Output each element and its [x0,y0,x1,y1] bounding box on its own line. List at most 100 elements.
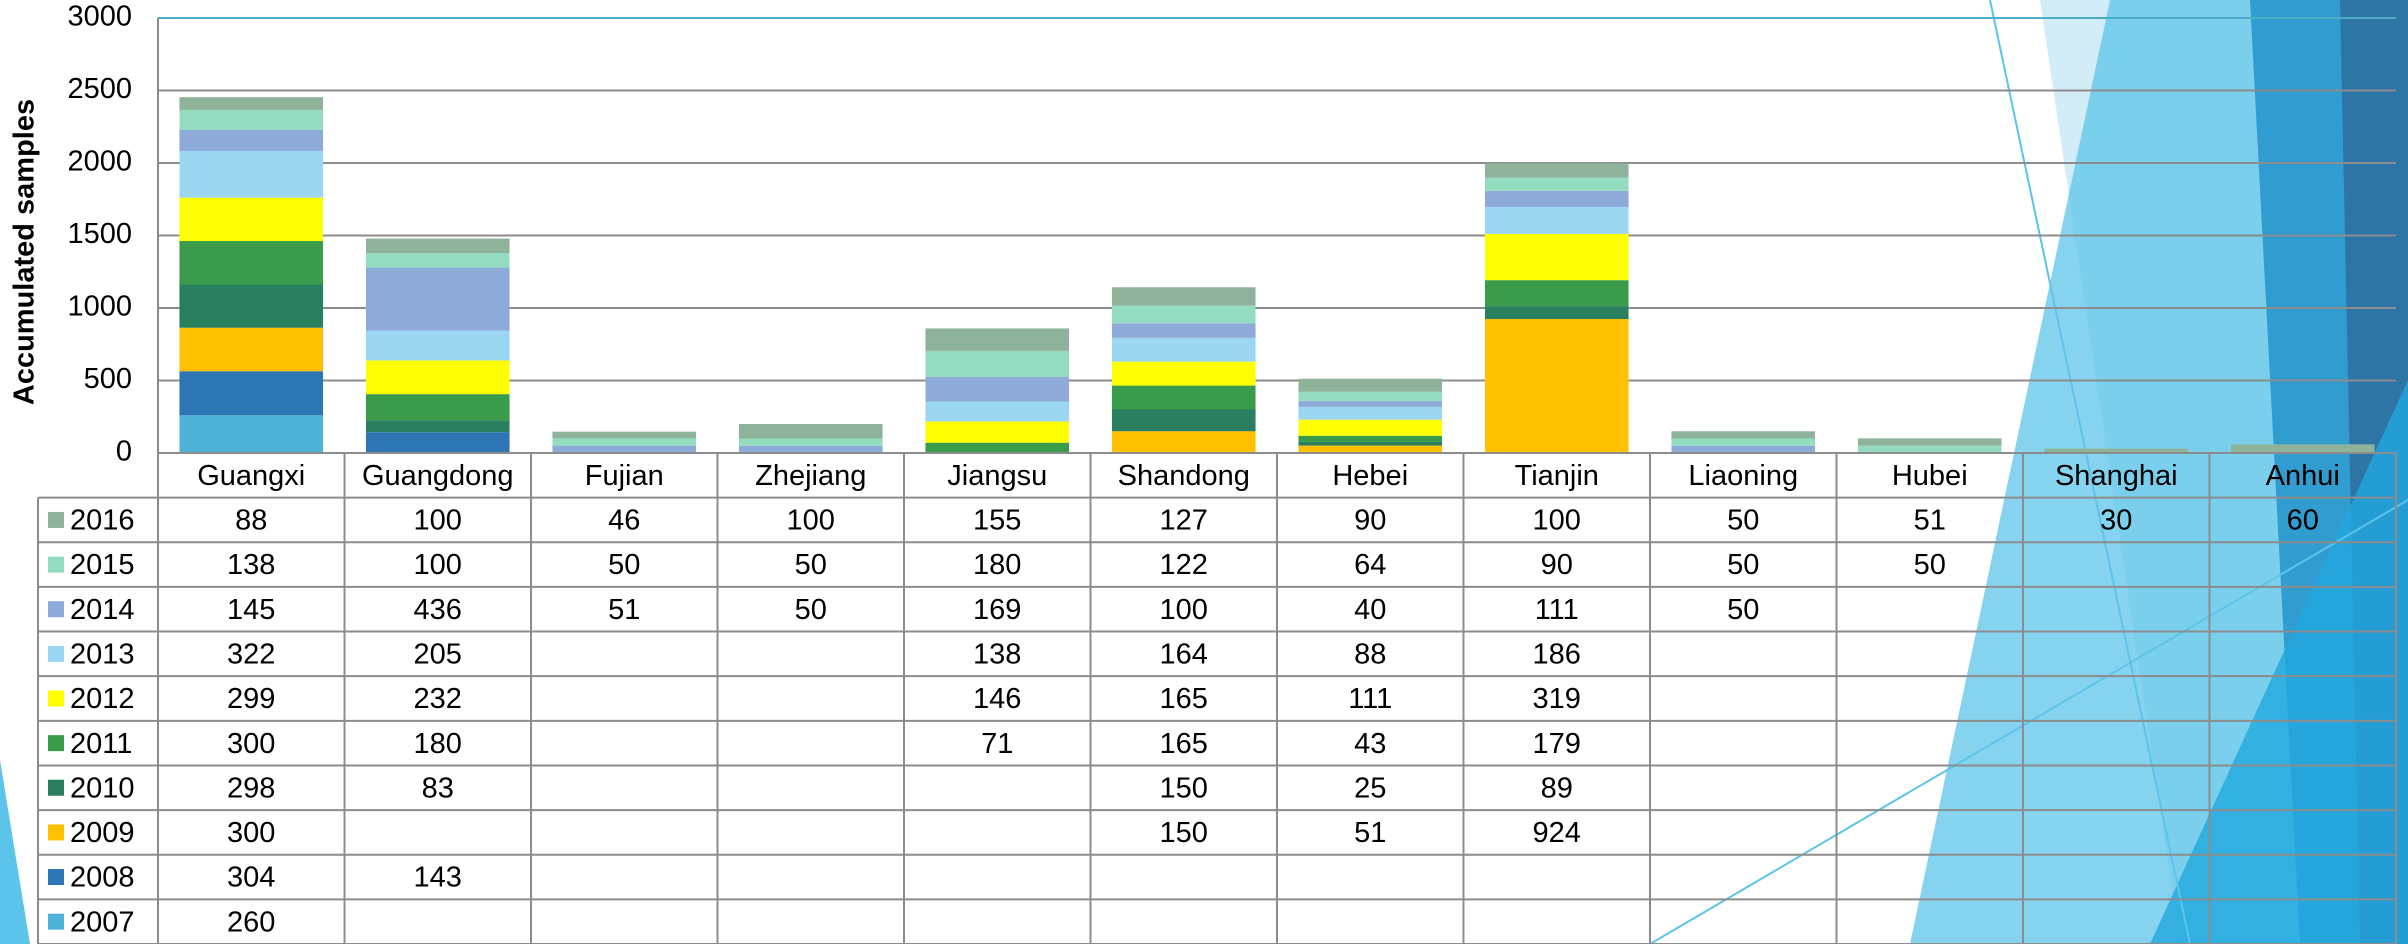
table-value: 111 [1535,594,1579,626]
bar-segment [1484,163,1629,178]
table-value: 146 [973,683,1021,715]
y-tick-label: 1500 [67,218,132,250]
bar-segment [179,150,324,198]
table-value: 319 [1533,683,1581,715]
table-value: 51 [1354,817,1386,849]
bar-segment [1298,391,1443,402]
bar-segment [1298,445,1443,453]
bar-segment [925,350,1070,378]
bar-segment [365,330,510,361]
table-value: 180 [414,728,462,760]
table-value: 89 [1541,772,1573,804]
bar-segment [552,431,697,439]
legend-label: 2010 [70,772,135,804]
bar-segment [365,238,510,254]
bar-segment [1111,361,1256,386]
bar-segment [925,421,1070,443]
bar-segment [365,267,510,331]
bar-segment [552,445,697,453]
table-value: 145 [227,594,275,626]
bar-segment [1671,445,1816,453]
bar-segment [738,438,883,446]
y-axis-label: Accumulated samples [9,99,41,405]
y-tick-label: 1000 [67,291,132,323]
bar-segment [365,360,510,395]
table-value: 46 [608,505,640,537]
bar-segment [179,241,324,285]
bar-segment [1484,233,1629,281]
table-value: 100 [414,505,462,537]
legend-swatch [48,556,64,573]
x-tick-label: Hebei [1332,460,1408,492]
table-value: 100 [1160,594,1208,626]
table-value: 180 [973,549,1021,581]
table-value: 138 [973,639,1021,671]
table-value: 232 [414,683,462,715]
bar-segment [1111,431,1256,453]
bar-segment [925,401,1070,422]
bar-segment [1298,435,1443,442]
table-value: 186 [1533,639,1581,671]
bar-segment [1484,190,1629,207]
table-value: 100 [1533,505,1581,537]
table-value: 88 [1354,639,1386,671]
table-value: 122 [1160,549,1208,581]
table-value: 169 [973,594,1021,626]
table-value: 299 [227,683,275,715]
bar-segment [179,327,324,372]
table-value: 83 [422,772,454,804]
legend-label: 2012 [70,683,135,715]
table-value: 300 [227,728,275,760]
x-tick-label: Fujian [585,460,664,492]
x-tick-label: Liaoning [1688,460,1798,492]
table-value: 150 [1160,817,1208,849]
table-value: 205 [414,639,462,671]
table-value: 50 [1727,505,1759,537]
table-value: 304 [227,862,275,894]
table-value: 88 [235,505,267,537]
legend-label: 2014 [70,594,135,626]
bar-segment [179,129,324,151]
x-tick-label: Jiangsu [947,460,1047,492]
bar-segment [365,253,510,268]
bar-segment [1298,419,1443,436]
bar-segment [365,432,510,453]
legend-label: 2009 [70,817,135,849]
table-value: 100 [414,549,462,581]
legend-swatch [48,511,64,528]
table-value: 165 [1160,683,1208,715]
table-value: 50 [795,594,827,626]
bar-segment [1484,306,1629,320]
legend-swatch [48,824,64,841]
legend-label: 2015 [70,549,135,581]
legend-label: 2013 [70,639,135,671]
bar-segment [925,328,1070,351]
table-value: 50 [1727,549,1759,581]
x-tick-label: Tianjin [1515,460,1599,492]
legend-label: 2008 [70,862,135,894]
bar-segment [1857,445,2002,453]
table-value: 51 [608,594,640,626]
table-value: 50 [1914,549,1946,581]
bar-segment [1111,323,1256,338]
bar-segment [1857,438,2002,446]
table-value: 90 [1541,549,1573,581]
legend-swatch [48,690,64,707]
bar-segment [925,377,1070,402]
bar-segment [1671,438,1816,446]
table-value: 90 [1354,505,1386,537]
table-value: 60 [2287,505,2319,537]
table-value: 25 [1354,772,1386,804]
table-value: 165 [1160,728,1208,760]
table-value: 300 [227,817,275,849]
bar-segment [738,445,883,453]
x-tick-label: Shanghai [2055,460,2178,492]
x-tick-label: Hubei [1892,460,1968,492]
table-value: 100 [787,505,835,537]
bar-segment [1298,441,1443,446]
bar-segment [1484,280,1629,307]
table-value: 40 [1354,594,1386,626]
y-tick-label: 0 [116,436,132,468]
bar-segment [1111,287,1256,306]
legend-swatch [48,645,64,662]
